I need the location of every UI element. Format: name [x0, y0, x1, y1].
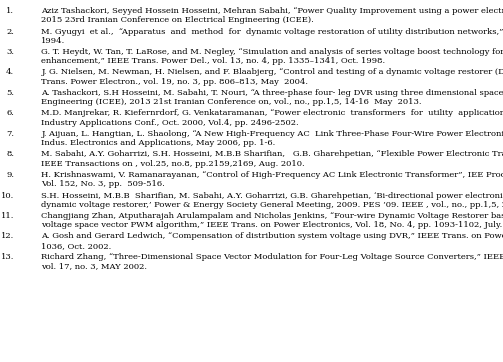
Text: G. T. Heydt, W. Tan, T. LaRose, and M. Negley, “Simulation and analysis of serie: G. T. Heydt, W. Tan, T. LaRose, and M. N…: [41, 48, 503, 65]
Text: M. Gyugyi  et al.,  “Apparatus  and  method  for  dynamic voltage restoration of: M. Gyugyi et al., “Apparatus and method …: [41, 28, 503, 45]
Text: 12.: 12.: [1, 232, 14, 240]
Text: S.H. Hosseini, M.B.B  Sharifian, M. Sabahi, A.Y. Goharrizi, G.B. Gharehpetian, ‘: S.H. Hosseini, M.B.B Sharifian, M. Sabah…: [41, 191, 503, 209]
Text: 11.: 11.: [1, 212, 14, 220]
Text: M. Sabahi, A.Y. Goharrizi, S.H. Hosseini, M.B.B Sharifian,   G.B. Gharehpetian, : M. Sabahi, A.Y. Goharrizi, S.H. Hosseini…: [41, 151, 503, 168]
Text: A. Tashackori, S.H Hosseini, M. Sabahi, T. Nouri, “A three-phase four- leg DVR u: A. Tashackori, S.H Hosseini, M. Sabahi, …: [41, 89, 503, 106]
Text: Changjiang Zhan, Atputharajah Arulampalam and Nicholas Jenkins, “Four-wire Dynam: Changjiang Zhan, Atputharajah Arulampala…: [41, 212, 503, 229]
Text: 13.: 13.: [1, 253, 14, 261]
Text: 7.: 7.: [6, 130, 14, 138]
Text: 5.: 5.: [6, 89, 14, 97]
Text: 6.: 6.: [6, 109, 14, 118]
Text: 3.: 3.: [6, 48, 14, 56]
Text: 1.: 1.: [6, 7, 14, 15]
Text: 9.: 9.: [6, 171, 14, 179]
Text: H. Krishnaswami, V. Ramanarayanan, “Control of High-Frequency AC Link Electronic: H. Krishnaswami, V. Ramanarayanan, “Cont…: [41, 171, 503, 188]
Text: Aziz Tashackori, Seyyed Hossein Hosseini, Mehran Sabahi, “Power Quality Improvem: Aziz Tashackori, Seyyed Hossein Hosseini…: [41, 7, 503, 24]
Text: M.D. Manjrekar, R. Kiefernrdorf, G. Venkataramanan, “Power electronic  transform: M.D. Manjrekar, R. Kiefernrdorf, G. Venk…: [41, 109, 503, 127]
Text: 10.: 10.: [1, 191, 14, 199]
Text: 4.: 4.: [6, 68, 14, 76]
Text: A. Gosh and Gerard Ledwich, “Compensation of distribution system voltage using D: A. Gosh and Gerard Ledwich, “Compensatio…: [41, 232, 503, 250]
Text: 8.: 8.: [6, 151, 14, 159]
Text: J. Aijuan, L. Hangtian, L. Shaolong, “A New High-Frequency AC  Link Three-Phase : J. Aijuan, L. Hangtian, L. Shaolong, “A …: [41, 130, 503, 147]
Text: 2.: 2.: [6, 28, 14, 35]
Text: J. G. Nielsen, M. Newman, H. Nielsen, and F. Blaabjerg, “Control and testing of : J. G. Nielsen, M. Newman, H. Nielsen, an…: [41, 68, 503, 86]
Text: Richard Zhang, “Three-Dimensional Space Vector Modulation for Four-Leg Voltage S: Richard Zhang, “Three-Dimensional Space …: [41, 253, 503, 270]
